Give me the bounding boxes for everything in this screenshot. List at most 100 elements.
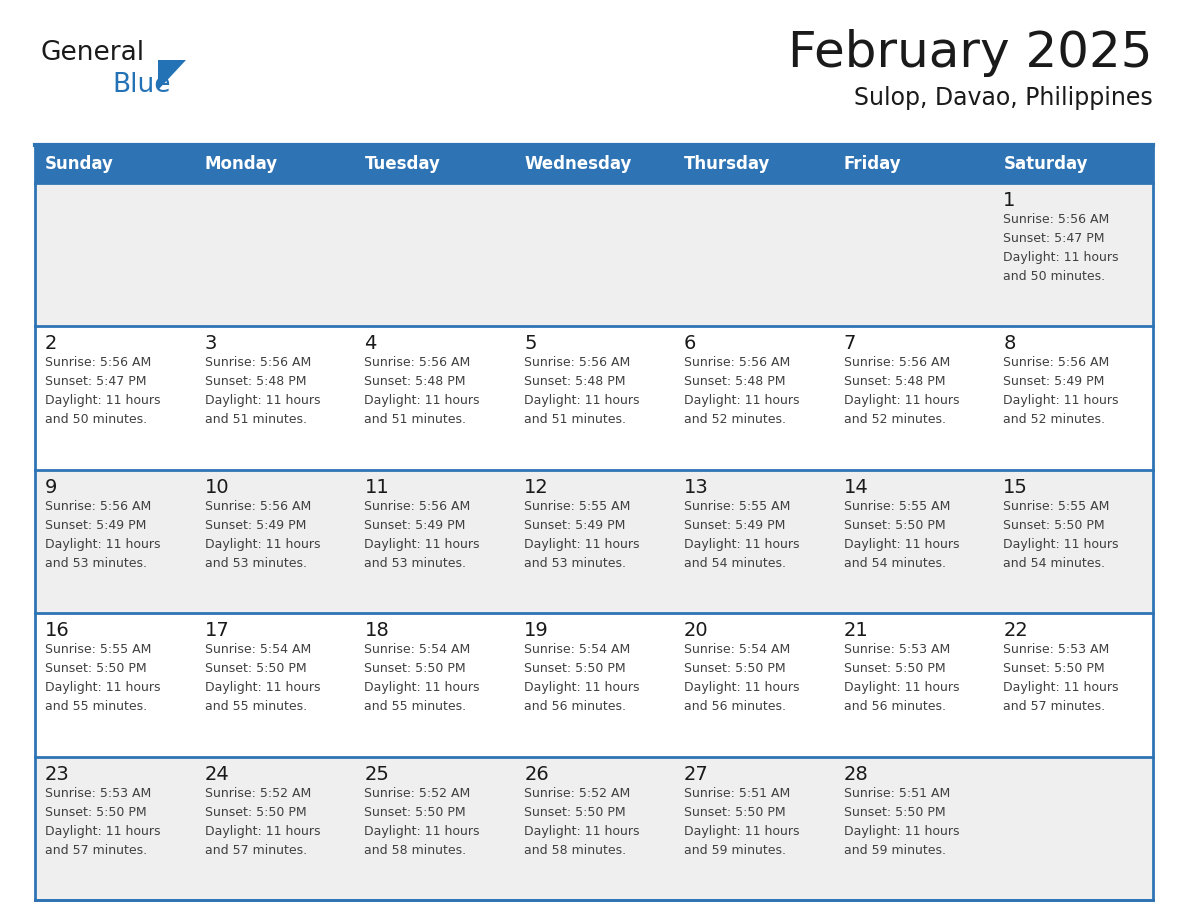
Bar [34,145,1154,183]
Text: Sunrise: 5:56 AM
Sunset: 5:49 PM
Daylight: 11 hours
and 53 minutes.: Sunrise: 5:56 AM Sunset: 5:49 PM Dayligh… [204,499,321,570]
Bar [34,327,195,470]
Text: 19: 19 [524,621,549,640]
Bar [674,183,834,327]
Text: Sunrise: 5:55 AM
Sunset: 5:49 PM
Daylight: 11 hours
and 53 minutes.: Sunrise: 5:55 AM Sunset: 5:49 PM Dayligh… [524,499,639,570]
Bar [834,327,993,470]
Polygon shape [158,60,187,90]
Bar [195,183,354,327]
Bar [34,756,195,900]
Text: Sunrise: 5:55 AM
Sunset: 5:50 PM
Daylight: 11 hours
and 54 minutes.: Sunrise: 5:55 AM Sunset: 5:50 PM Dayligh… [843,499,959,570]
Bar [834,613,993,756]
Text: 16: 16 [45,621,70,640]
Bar [514,183,674,327]
Text: Sunrise: 5:55 AM
Sunset: 5:50 PM
Daylight: 11 hours
and 54 minutes.: Sunrise: 5:55 AM Sunset: 5:50 PM Dayligh… [1004,499,1119,570]
Text: February 2025: February 2025 [789,29,1154,77]
Text: Sunrise: 5:51 AM
Sunset: 5:50 PM
Daylight: 11 hours
and 59 minutes.: Sunrise: 5:51 AM Sunset: 5:50 PM Dayligh… [843,787,959,856]
Text: 2: 2 [45,334,57,353]
Bar [34,470,195,613]
Text: 1: 1 [1004,191,1016,210]
Text: Friday: Friday [843,155,902,173]
Text: General: General [40,40,144,66]
Text: Sunrise: 5:56 AM
Sunset: 5:49 PM
Daylight: 11 hours
and 53 minutes.: Sunrise: 5:56 AM Sunset: 5:49 PM Dayligh… [365,499,480,570]
Bar [834,183,993,327]
Text: 6: 6 [684,334,696,353]
Text: 12: 12 [524,477,549,497]
Text: Sunrise: 5:54 AM
Sunset: 5:50 PM
Daylight: 11 hours
and 56 minutes.: Sunrise: 5:54 AM Sunset: 5:50 PM Dayligh… [524,644,639,713]
Text: 21: 21 [843,621,868,640]
Text: Sunrise: 5:53 AM
Sunset: 5:50 PM
Daylight: 11 hours
and 57 minutes.: Sunrise: 5:53 AM Sunset: 5:50 PM Dayligh… [1004,644,1119,713]
Bar [834,756,993,900]
Text: Sunrise: 5:56 AM
Sunset: 5:48 PM
Daylight: 11 hours
and 51 minutes.: Sunrise: 5:56 AM Sunset: 5:48 PM Dayligh… [365,356,480,426]
Text: 22: 22 [1004,621,1028,640]
Text: Sunrise: 5:53 AM
Sunset: 5:50 PM
Daylight: 11 hours
and 56 minutes.: Sunrise: 5:53 AM Sunset: 5:50 PM Dayligh… [843,644,959,713]
Text: 11: 11 [365,477,390,497]
Text: Sunrise: 5:53 AM
Sunset: 5:50 PM
Daylight: 11 hours
and 57 minutes.: Sunrise: 5:53 AM Sunset: 5:50 PM Dayligh… [45,787,160,856]
Bar [674,613,834,756]
Text: Tuesday: Tuesday [365,155,441,173]
Text: Sunrise: 5:51 AM
Sunset: 5:50 PM
Daylight: 11 hours
and 59 minutes.: Sunrise: 5:51 AM Sunset: 5:50 PM Dayligh… [684,787,800,856]
Bar [354,613,514,756]
Text: 28: 28 [843,765,868,784]
Text: 14: 14 [843,477,868,497]
Text: 27: 27 [684,765,708,784]
Text: 26: 26 [524,765,549,784]
Text: Blue: Blue [112,72,171,98]
Bar [993,327,1154,470]
Text: Sunrise: 5:56 AM
Sunset: 5:48 PM
Daylight: 11 hours
and 52 minutes.: Sunrise: 5:56 AM Sunset: 5:48 PM Dayligh… [684,356,800,426]
Text: Sunrise: 5:54 AM
Sunset: 5:50 PM
Daylight: 11 hours
and 55 minutes.: Sunrise: 5:54 AM Sunset: 5:50 PM Dayligh… [204,644,321,713]
Text: 20: 20 [684,621,708,640]
Text: Sunrise: 5:52 AM
Sunset: 5:50 PM
Daylight: 11 hours
and 58 minutes.: Sunrise: 5:52 AM Sunset: 5:50 PM Dayligh… [524,787,639,856]
Bar [195,613,354,756]
Text: Sunrise: 5:55 AM
Sunset: 5:50 PM
Daylight: 11 hours
and 55 minutes.: Sunrise: 5:55 AM Sunset: 5:50 PM Dayligh… [45,644,160,713]
Text: 18: 18 [365,621,390,640]
Text: 3: 3 [204,334,217,353]
Text: 4: 4 [365,334,377,353]
Bar [674,756,834,900]
Text: Sunrise: 5:52 AM
Sunset: 5:50 PM
Daylight: 11 hours
and 57 minutes.: Sunrise: 5:52 AM Sunset: 5:50 PM Dayligh… [204,787,321,856]
Text: Sunrise: 5:54 AM
Sunset: 5:50 PM
Daylight: 11 hours
and 55 minutes.: Sunrise: 5:54 AM Sunset: 5:50 PM Dayligh… [365,644,480,713]
Text: Wednesday: Wednesday [524,155,632,173]
Text: Sunrise: 5:56 AM
Sunset: 5:47 PM
Daylight: 11 hours
and 50 minutes.: Sunrise: 5:56 AM Sunset: 5:47 PM Dayligh… [1004,213,1119,283]
Text: 13: 13 [684,477,708,497]
Bar [195,470,354,613]
Bar [354,327,514,470]
Bar [514,470,674,613]
Text: 17: 17 [204,621,229,640]
Text: Sunrise: 5:52 AM
Sunset: 5:50 PM
Daylight: 11 hours
and 58 minutes.: Sunrise: 5:52 AM Sunset: 5:50 PM Dayligh… [365,787,480,856]
Bar [993,470,1154,613]
Bar [993,183,1154,327]
Bar [514,327,674,470]
Text: Sunrise: 5:56 AM
Sunset: 5:49 PM
Daylight: 11 hours
and 53 minutes.: Sunrise: 5:56 AM Sunset: 5:49 PM Dayligh… [45,499,160,570]
Bar [195,327,354,470]
Text: 8: 8 [1004,334,1016,353]
Text: Monday: Monday [204,155,278,173]
Text: 9: 9 [45,477,57,497]
Bar [34,613,195,756]
Text: Sunday: Sunday [45,155,114,173]
Text: 10: 10 [204,477,229,497]
Text: Sunrise: 5:56 AM
Sunset: 5:48 PM
Daylight: 11 hours
and 52 minutes.: Sunrise: 5:56 AM Sunset: 5:48 PM Dayligh… [843,356,959,426]
Text: Sunrise: 5:55 AM
Sunset: 5:49 PM
Daylight: 11 hours
and 54 minutes.: Sunrise: 5:55 AM Sunset: 5:49 PM Dayligh… [684,499,800,570]
Text: 25: 25 [365,765,390,784]
Text: Thursday: Thursday [684,155,770,173]
Bar [195,756,354,900]
Text: Sunrise: 5:56 AM
Sunset: 5:47 PM
Daylight: 11 hours
and 50 minutes.: Sunrise: 5:56 AM Sunset: 5:47 PM Dayligh… [45,356,160,426]
Text: Sunrise: 5:54 AM
Sunset: 5:50 PM
Daylight: 11 hours
and 56 minutes.: Sunrise: 5:54 AM Sunset: 5:50 PM Dayligh… [684,644,800,713]
Text: 23: 23 [45,765,70,784]
Bar [674,470,834,613]
Bar [993,756,1154,900]
Bar [34,183,195,327]
Text: Saturday: Saturday [1004,155,1088,173]
Bar [514,756,674,900]
Bar [354,183,514,327]
Bar [834,470,993,613]
Bar [354,470,514,613]
Text: Sunrise: 5:56 AM
Sunset: 5:48 PM
Daylight: 11 hours
and 51 minutes.: Sunrise: 5:56 AM Sunset: 5:48 PM Dayligh… [204,356,321,426]
Text: 5: 5 [524,334,537,353]
Text: 15: 15 [1004,477,1028,497]
Bar [993,613,1154,756]
Text: Sunrise: 5:56 AM
Sunset: 5:49 PM
Daylight: 11 hours
and 52 minutes.: Sunrise: 5:56 AM Sunset: 5:49 PM Dayligh… [1004,356,1119,426]
Text: 7: 7 [843,334,855,353]
Bar [514,613,674,756]
Text: Sunrise: 5:56 AM
Sunset: 5:48 PM
Daylight: 11 hours
and 51 minutes.: Sunrise: 5:56 AM Sunset: 5:48 PM Dayligh… [524,356,639,426]
